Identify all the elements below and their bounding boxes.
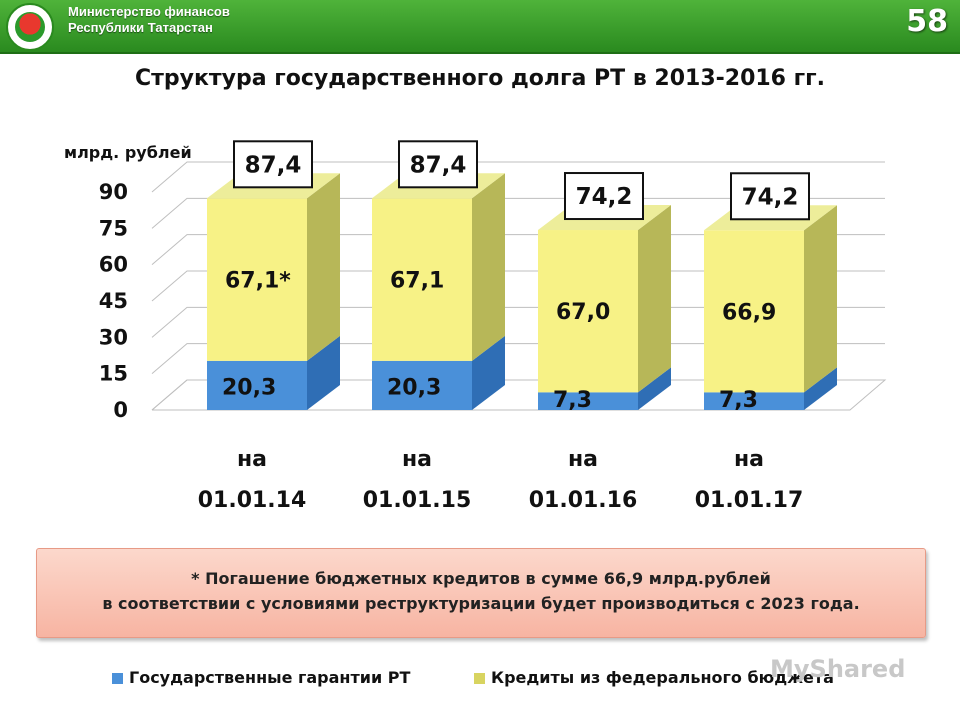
x-category-label: на: [568, 447, 598, 472]
total-label: 87,4: [410, 152, 467, 178]
gridline: [151, 197, 885, 229]
bar-side: [638, 367, 671, 410]
chart-title: Структура государственного долга РТ в 20…: [135, 66, 825, 91]
total-label: 74,2: [742, 184, 799, 210]
bar-side: [638, 205, 671, 393]
legend-swatch-yellow: [474, 673, 485, 684]
emblem-logo: [6, 3, 54, 51]
total-box: [398, 140, 478, 189]
data-label-federal-credits: 67,0: [556, 300, 610, 325]
watermark-logo: MyShared: [770, 655, 906, 683]
total-label: 87,4: [245, 152, 302, 178]
footnote-box: * Погашение бюджетных кредитов в сумме 6…: [36, 548, 926, 638]
footnote-line-1: * Погашение бюджетных кредитов в сумме 6…: [191, 569, 771, 588]
bar-side: [472, 173, 505, 361]
y-tick-label: 0: [113, 398, 128, 422]
x-category-label: на: [734, 447, 764, 472]
org-line-2: Республики Татарстан: [68, 20, 213, 35]
bar-segment: [372, 360, 472, 410]
x-category-date: 01.01.14: [198, 488, 307, 513]
data-label-federal-credits: 66,9: [722, 300, 776, 325]
bar-side: [804, 367, 837, 410]
y-tick-label: 60: [99, 253, 128, 277]
org-line-1: Министерство финансов: [68, 4, 230, 19]
y-tick-label: 15: [99, 362, 128, 386]
bar-segment: [538, 230, 638, 393]
header-bar: Министерство финансов Республики Татарст…: [0, 0, 960, 54]
stacked-bar-chart: 0 15 30 45 60 75 90 20,3 67,1* 87,4 на 01.01.14 20,3…: [99, 140, 887, 513]
total-box: [730, 172, 810, 221]
footnote-line-2: в соответствии с условиями реструктуриза…: [102, 594, 860, 613]
bar-segment: [207, 360, 307, 410]
data-label-federal-credits: 67,1*: [225, 269, 291, 294]
data-label-guarantees: 20,3: [222, 375, 276, 400]
data-label-federal-credits: 67,1: [390, 269, 444, 294]
bar-segment: [704, 392, 804, 410]
legend-item-federal-credits: Кредиты из федерального бюджета: [474, 668, 834, 687]
y-tick-label: 30: [99, 325, 128, 349]
total-box: [564, 172, 644, 221]
x-category-date: 01.01.17: [695, 488, 804, 513]
x-category-date: 01.01.16: [529, 488, 638, 513]
x-category-label: на: [402, 447, 432, 472]
legend-swatch-blue: [112, 673, 123, 684]
total-box: [233, 140, 313, 189]
bar-segment: [372, 198, 472, 361]
bar-side: [804, 205, 837, 393]
bar-segment: [207, 198, 307, 361]
legend-item-guarantees: Государственные гарантии РТ: [112, 668, 410, 687]
gridline: [151, 161, 885, 193]
total-label: 74,2: [576, 184, 633, 210]
y-tick-label: 90: [99, 180, 128, 204]
data-label-guarantees: 7,3: [553, 388, 592, 413]
bar-side: [472, 335, 505, 410]
bar-side: [307, 335, 340, 410]
bar-side: [307, 173, 340, 361]
x-category-label: на: [237, 447, 267, 472]
bar-segment: [538, 392, 638, 410]
data-label-guarantees: 20,3: [387, 375, 441, 400]
data-label-guarantees: 7,3: [719, 388, 758, 413]
x-category-date: 01.01.15: [363, 488, 472, 513]
legend-label-guarantees: Государственные гарантии РТ: [129, 668, 411, 687]
y-tick-label: 75: [99, 216, 128, 240]
page-number: 58: [906, 4, 948, 39]
legend-label-federal-credits: Кредиты из федерального бюджета: [491, 668, 834, 687]
y-axis-unit-label: млрд. рублей: [64, 143, 192, 162]
bar-segment: [704, 230, 804, 393]
organization-name: Министерство финансов Республики Татарст…: [68, 4, 230, 36]
y-tick-label: 45: [99, 289, 128, 313]
